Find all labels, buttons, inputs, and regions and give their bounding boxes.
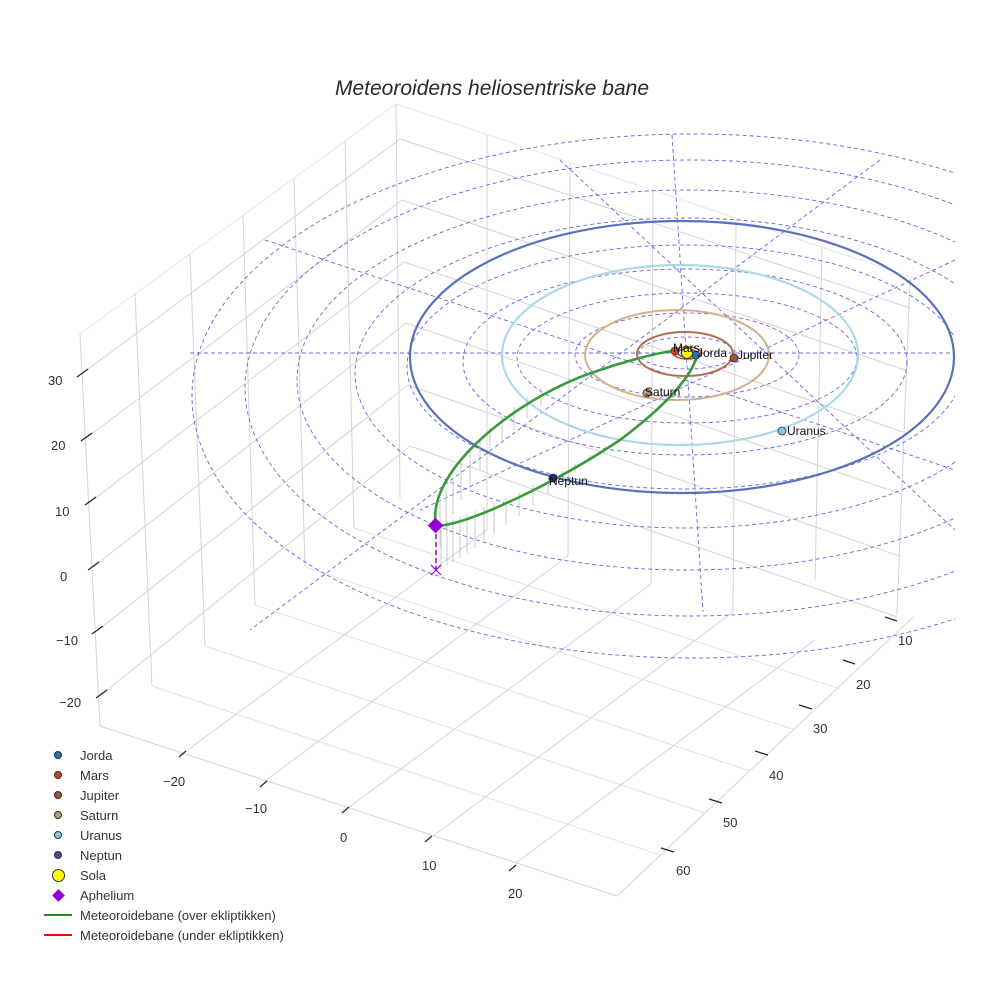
label-jupiter: Jupiter	[737, 348, 773, 362]
z-tick-label: 30	[48, 373, 62, 388]
y-tick-label: 10	[898, 633, 912, 648]
planet-labels: Mars Jorda Jupiter Saturn Uranus Neptun	[549, 341, 826, 488]
z-tick-label: 20	[51, 438, 65, 453]
legend-item-saturn[interactable]: Saturn	[38, 805, 284, 825]
meteoroid-droplines	[435, 388, 606, 569]
x-axis: −20 −10 0 10 20	[163, 750, 522, 901]
legend-item-mars[interactable]: Mars	[38, 765, 284, 785]
legend-item-uranus[interactable]: Uranus	[38, 825, 284, 845]
aphelium-projection-x-icon	[430, 564, 442, 576]
neptun-orbit	[408, 219, 956, 495]
sun-legend-icon	[51, 868, 65, 882]
uranus-orbit	[500, 263, 860, 447]
legend-item-orbit-below[interactable]: Meteoroidebane (under ekliptikken)	[38, 925, 284, 945]
meteoroid-orbit-above	[433, 348, 699, 528]
diamond-legend-icon	[51, 888, 65, 902]
x-tick-label: −20	[163, 774, 185, 789]
y-tick-label: 40	[769, 768, 783, 783]
y-tick-label: 60	[676, 863, 690, 878]
legend-label: Meteoroidebane (under ekliptikken)	[80, 927, 284, 943]
jupiter-legend-icon	[54, 791, 62, 799]
z-tick-label: 10	[55, 504, 69, 519]
axes-box-grid	[79, 103, 921, 897]
x-tick-label: 10	[422, 858, 436, 873]
saturn-orbit	[584, 309, 770, 401]
label-jorda: Jorda	[697, 346, 727, 360]
legend: Jorda Mars Jupiter Saturn Uranus Neptun …	[38, 745, 284, 945]
planet-orbits	[408, 219, 956, 495]
mars-legend-icon	[54, 771, 62, 779]
neptun-marker	[548, 473, 558, 483]
z-tick-label: −20	[59, 695, 81, 710]
legend-label: Neptun	[80, 847, 122, 863]
legend-label: Jupiter	[80, 787, 120, 803]
legend-item-jorda[interactable]: Jorda	[38, 745, 284, 765]
legend-label: Sola	[80, 867, 107, 883]
x-tick-label: −10	[245, 801, 267, 816]
z-axis: 30 20 10 0 −10 −20	[48, 368, 108, 710]
label-neptun: Neptun	[549, 474, 588, 488]
neptun-legend-icon	[54, 851, 62, 859]
uranus-legend-icon	[54, 831, 62, 839]
legend-item-sola[interactable]: Sola	[38, 865, 284, 885]
y-tick-label: 20	[856, 677, 870, 692]
legend-item-orbit-above[interactable]: Meteoroidebane (over ekliptikken)	[38, 905, 284, 925]
legend-label: Saturn	[80, 807, 119, 823]
z-tick-label: −10	[56, 633, 78, 648]
x-tick-label: 0	[340, 830, 347, 845]
uranus-marker	[777, 426, 787, 436]
saturn-legend-icon	[54, 811, 62, 819]
jorda-legend-icon	[54, 751, 62, 759]
y-tick-label: 50	[723, 815, 737, 830]
y-tick-label: 30	[813, 721, 827, 736]
x-tick-label: 20	[508, 886, 522, 901]
label-uranus: Uranus	[787, 424, 826, 438]
legend-item-aphelium[interactable]: Aphelium	[38, 885, 284, 905]
label-saturn: Saturn	[645, 385, 680, 399]
legend-item-neptun[interactable]: Neptun	[38, 845, 284, 865]
sola-marker	[681, 347, 693, 359]
mars-marker	[670, 346, 680, 356]
legend-label: Aphelium	[80, 887, 135, 903]
legend-label: Uranus	[80, 827, 122, 843]
red-line-legend-icon	[44, 934, 72, 936]
label-mars: Mars	[673, 341, 700, 355]
legend-label: Jorda	[80, 747, 113, 763]
jupiter-marker	[729, 353, 739, 363]
legend-label: Mars	[80, 767, 109, 783]
legend-item-jupiter[interactable]: Jupiter	[38, 785, 284, 805]
y-axis: 10 20 30 40 50 60	[660, 616, 912, 878]
legend-label: Meteoroidebane (over ekliptikken)	[80, 907, 276, 923]
green-line-legend-icon	[44, 914, 72, 916]
ecliptic-grid	[190, 133, 955, 659]
planets	[548, 346, 787, 483]
z-tick-label: 0	[60, 569, 67, 584]
chart-title: Meteoroidens heliosentriske bane	[335, 77, 649, 100]
saturn-marker	[642, 388, 652, 398]
